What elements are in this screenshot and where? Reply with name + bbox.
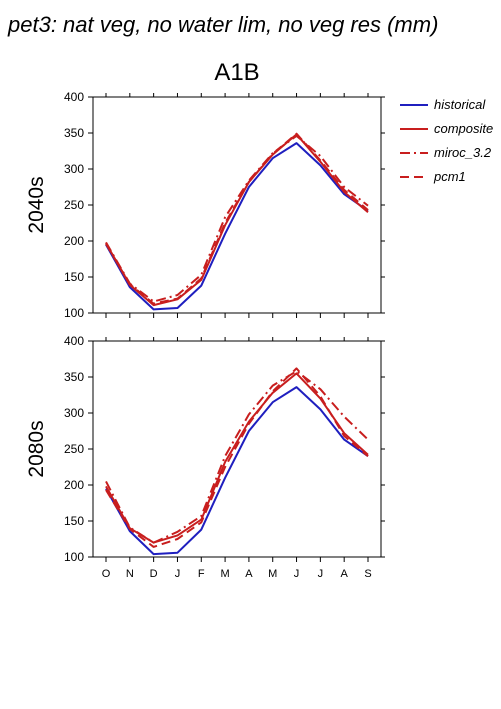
panel-label: 2080s bbox=[25, 420, 48, 477]
x-tick-label: N bbox=[126, 568, 134, 580]
panel-2040s: 100 150 200 250 300 350 400 2040s bbox=[25, 90, 385, 320]
x-tick-label: J bbox=[294, 568, 300, 580]
legend-entry: miroc_3.2 bbox=[434, 145, 492, 160]
x-tick-label: J bbox=[175, 568, 181, 580]
legend-entry: composite bbox=[434, 121, 493, 136]
y-tick-label: 200 bbox=[64, 478, 84, 492]
legend-entry: pcm1 bbox=[433, 169, 466, 184]
series-line-miroc-3-2 bbox=[105, 370, 369, 544]
x-tick-label: A bbox=[245, 568, 253, 580]
series-line-composite bbox=[105, 133, 369, 307]
series-line-historical bbox=[105, 142, 369, 311]
legend-entry: historical bbox=[434, 97, 486, 112]
x-tick-label: O bbox=[102, 568, 111, 580]
panel-2080s: 100 150 200 250 300 350 400 O N D J F M A M J J A S 2080s bbox=[25, 334, 385, 580]
series-line-historical bbox=[105, 386, 369, 556]
page-title: pet3: nat veg, no water lim, no veg res … bbox=[7, 12, 438, 37]
series-line-miroc-3-2 bbox=[105, 134, 369, 303]
y-tick-label: 150 bbox=[64, 270, 84, 284]
x-tick-label: J bbox=[318, 568, 324, 580]
y-tick-label: 300 bbox=[64, 406, 84, 420]
panel-label: 2040s bbox=[25, 176, 48, 233]
y-tick-label: 400 bbox=[64, 334, 84, 348]
series-line-pcm1 bbox=[105, 132, 369, 305]
y-tick-label: 400 bbox=[64, 90, 84, 104]
y-tick-label: 200 bbox=[64, 234, 84, 248]
scenario-title: A1B bbox=[214, 59, 259, 86]
x-tick-label: M bbox=[268, 568, 277, 580]
legend: historical composite miroc_3.2 pcm1 bbox=[400, 97, 493, 184]
x-tick-label: M bbox=[221, 568, 230, 580]
y-tick-label: 350 bbox=[64, 370, 84, 384]
y-tick-label: 350 bbox=[64, 126, 84, 140]
x-tick-label: A bbox=[341, 568, 349, 580]
y-tick-label: 250 bbox=[64, 198, 84, 212]
y-tick-label: 250 bbox=[64, 442, 84, 456]
y-tick-label: 150 bbox=[64, 514, 84, 528]
y-tick-label: 300 bbox=[64, 162, 84, 176]
y-tick-label: 100 bbox=[64, 306, 84, 320]
x-tick-label: D bbox=[150, 568, 158, 580]
series-line-pcm1 bbox=[105, 367, 369, 548]
plot-frame bbox=[92, 340, 382, 558]
x-tick-label: S bbox=[364, 568, 371, 580]
y-tick-label: 100 bbox=[64, 550, 84, 564]
x-tick-label: F bbox=[198, 568, 205, 580]
